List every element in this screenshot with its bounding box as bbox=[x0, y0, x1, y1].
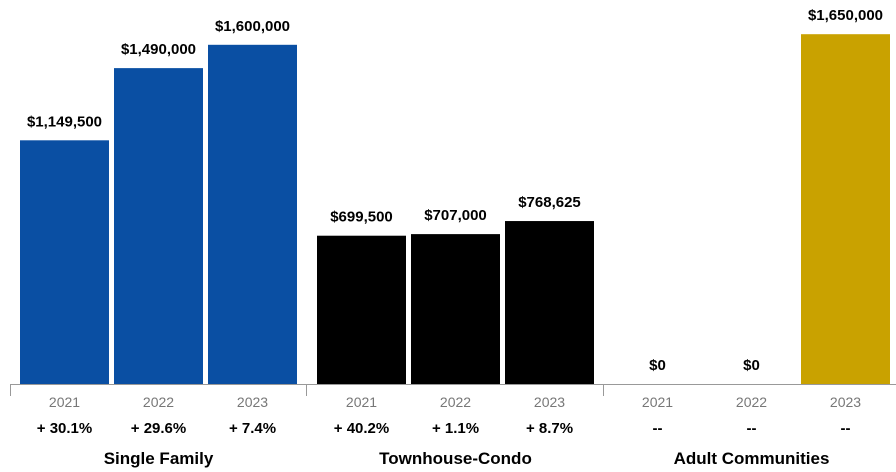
group-label-adult-communities: Adult Communities bbox=[674, 449, 830, 468]
value-label-townhouse-condo-2022: $707,000 bbox=[424, 207, 487, 224]
year-label-townhouse-condo-2023: 2023 bbox=[534, 394, 565, 410]
change-label-adult-communities-2021: -- bbox=[653, 420, 663, 437]
bar-adult-communities-2023 bbox=[801, 34, 890, 384]
bars-layer bbox=[20, 34, 890, 385]
value-label-single-family-2021: $1,149,500 bbox=[27, 113, 102, 130]
value-label-townhouse-condo-2021: $699,500 bbox=[330, 209, 393, 226]
year-label-single-family-2023: 2023 bbox=[237, 394, 268, 410]
change-label-townhouse-condo-2022: + 1.1% bbox=[432, 420, 479, 437]
value-label-single-family-2023: $1,600,000 bbox=[215, 18, 290, 35]
value-label-adult-communities-2023: $1,650,000 bbox=[808, 7, 883, 24]
bar-townhouse-condo-2021 bbox=[317, 235, 406, 384]
value-label-adult-communities-2022: $0 bbox=[743, 357, 760, 374]
bar-townhouse-condo-2022 bbox=[411, 234, 500, 384]
value-label-adult-communities-2021: $0 bbox=[649, 357, 666, 374]
change-label-single-family-2022: + 29.6% bbox=[131, 420, 186, 437]
change-label-adult-communities-2023: -- bbox=[841, 420, 851, 437]
change-label-townhouse-condo-2023: + 8.7% bbox=[526, 420, 573, 437]
change-label-single-family-2021: + 30.1% bbox=[37, 420, 92, 437]
value-label-single-family-2022: $1,490,000 bbox=[121, 41, 196, 58]
bar-townhouse-condo-2023 bbox=[505, 221, 594, 384]
value-label-townhouse-condo-2023: $768,625 bbox=[518, 194, 581, 211]
year-label-single-family-2022: 2022 bbox=[143, 394, 174, 410]
bar-single-family-2022 bbox=[114, 68, 203, 385]
group-label-townhouse-condo: Townhouse-Condo bbox=[379, 449, 532, 468]
bar-single-family-2021 bbox=[20, 140, 109, 384]
x-axis bbox=[10, 384, 896, 396]
group-label-single-family: Single Family bbox=[104, 449, 214, 468]
year-label-townhouse-condo-2022: 2022 bbox=[440, 394, 471, 410]
year-label-adult-communities-2022: 2022 bbox=[736, 394, 767, 410]
year-label-adult-communities-2023: 2023 bbox=[830, 394, 861, 410]
year-label-adult-communities-2021: 2021 bbox=[642, 394, 673, 410]
change-label-single-family-2023: + 7.4% bbox=[229, 420, 276, 437]
year-label-single-family-2021: 2021 bbox=[49, 394, 80, 410]
labels-layer: $1,149,500 2021 + 30.1% $1,490,000 2022 + 29.… bbox=[27, 7, 883, 468]
year-label-townhouse-condo-2021: 2021 bbox=[346, 394, 377, 410]
bar-single-family-2023 bbox=[208, 44, 297, 385]
change-label-adult-communities-2022: -- bbox=[747, 420, 757, 437]
change-label-townhouse-condo-2021: + 40.2% bbox=[334, 420, 389, 437]
